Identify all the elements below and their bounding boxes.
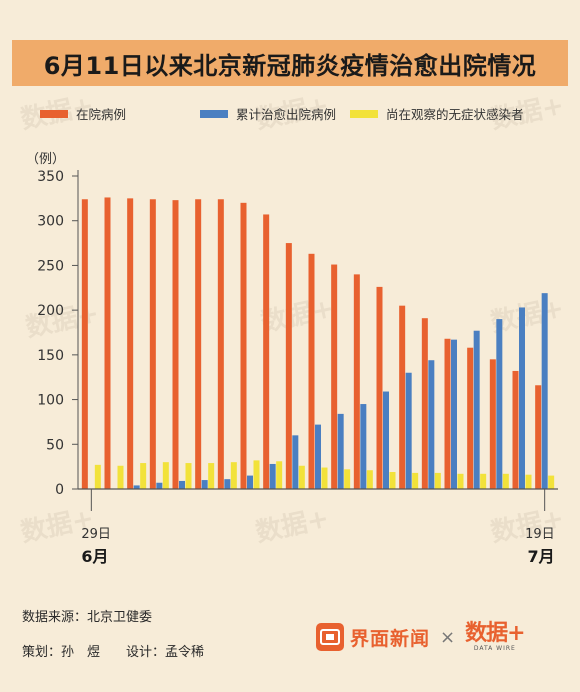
legend-label: 在院病例: [76, 107, 127, 122]
bar-recovered-7-11: [360, 404, 367, 489]
bar-asymptomatic-7-6: [253, 460, 260, 489]
bar-asymptomatic-7-1: [140, 463, 147, 489]
bar-hospitalized-7-2: [149, 199, 156, 489]
bar-recovered-7-15: [451, 339, 457, 489]
bar-asymptomatic-7-14: [434, 472, 441, 489]
brand-name: 界面新闻: [350, 627, 431, 650]
bar-asymptomatic-6-29: [94, 464, 101, 489]
bar-hospitalized-7-3: [172, 200, 179, 489]
bar-asymptomatic-7-8: [298, 465, 305, 489]
legend-item-hospitalized: 在院病例: [40, 104, 126, 123]
title-banner: 6月11日以来北京新冠肺炎疫情治愈出院情况: [12, 40, 568, 86]
bar-recovered-7-2: [156, 482, 163, 489]
y-axis: 0 50 100 150 200 250 300 350: [37, 169, 79, 498]
bar-hospitalized-7-17: [489, 359, 496, 489]
bar-hospitalized-6-30: [104, 197, 111, 489]
bar-recovered-7-16: [473, 330, 480, 489]
bar-asymptomatic-7-4: [208, 463, 215, 489]
bar-chart: 0 50 100 150 200 250 300 350 （例） 29日 6月 19日 7月: [26, 152, 558, 566]
bar-recovered-7-8: [292, 435, 299, 489]
x-label-start-day: 29日: [81, 527, 111, 542]
bar-hospitalized-7-1: [127, 198, 134, 489]
legend-swatch-recovered: [200, 109, 228, 118]
chart-title: 6月11日以来北京新冠肺炎疫情治愈出院情况: [43, 51, 537, 80]
data-wire-sub: DATA WIRE: [473, 645, 516, 652]
bar-asymptomatic-7-12: [389, 472, 396, 489]
bar-asymptomatic-7-9: [321, 467, 328, 489]
bar-hospitalized-7-9: [308, 253, 315, 489]
bar-hospitalized-7-4: [195, 199, 202, 489]
legend-swatch-hospitalized: [40, 109, 68, 118]
bar-asymptomatic-7-19: [548, 475, 555, 489]
y-tick-label: 350: [37, 169, 64, 185]
bar-recovered-7-13: [405, 372, 412, 489]
bar-hospitalized-7-12: [376, 286, 383, 489]
bar-recovered-7-7: [269, 463, 276, 489]
x-label-start-month: 6月: [81, 547, 108, 566]
bar-recovered-7-18: [519, 307, 525, 489]
y-tick-label: 100: [37, 393, 64, 409]
x-label-end-day: 19日: [525, 527, 555, 542]
bar-hospitalized-7-8: [285, 243, 292, 489]
data-source: 数据来源：北京卫健委: [22, 610, 153, 625]
y-tick-label: 200: [37, 303, 64, 319]
y-axis-label: （例）: [26, 152, 65, 167]
legend-swatch-asymptomatic: [350, 109, 378, 118]
chart-legend: 在院病例 累计治愈出院病例 尚在观察的无症状感染者: [40, 104, 580, 126]
bar-asymptomatic-7-17: [502, 473, 509, 489]
bar-asymptomatic-7-2: [162, 462, 169, 489]
bar-asymptomatic-7-15: [457, 473, 464, 489]
bar-recovered-7-19: [541, 293, 548, 489]
bar-asymptomatic-7-18: [525, 474, 532, 489]
bar-asymptomatic-7-10: [344, 469, 351, 489]
bar-recovered-7-3: [179, 480, 185, 489]
bar-recovered-7-17: [496, 319, 503, 489]
legend-label: 尚在观察的无症状感染者: [386, 107, 524, 122]
bar-hospitalized-7-5: [217, 199, 224, 489]
legend-item-asymptomatic: 尚在观察的无症状感染者: [350, 104, 524, 123]
bar-asymptomatic-7-3: [185, 463, 192, 489]
jiemian-logo-icon: [316, 623, 344, 651]
y-tick-label: 150: [37, 348, 64, 364]
bar-recovered-7-4: [201, 480, 208, 489]
legend-label: 累计治愈出院病例: [236, 107, 337, 122]
data-wire-name: 数据+: [465, 620, 525, 646]
brand-separator: ×: [440, 626, 456, 648]
bar-recovered-7-12: [383, 391, 389, 489]
bar-recovered-7-10: [337, 413, 344, 489]
data-wire-logo: 数据+ DATA WIRE: [465, 620, 525, 653]
bar-asymptomatic-7-13: [412, 472, 419, 489]
bar-hospitalized-7-11: [353, 274, 360, 489]
bar-recovered-7-14: [428, 360, 435, 489]
y-tick-label: 300: [37, 214, 64, 230]
y-tick-label: 50: [46, 437, 64, 453]
bar-hospitalized-6-29: [81, 199, 88, 489]
legend-item-recovered: 累计治愈出院病例: [200, 104, 336, 123]
x-label-end-month: 7月: [528, 547, 555, 566]
bar-hospitalized-7-18: [512, 370, 519, 489]
bars: [81, 197, 555, 490]
bar-asymptomatic-7-7: [276, 461, 283, 489]
bar-hospitalized-7-19: [535, 385, 542, 489]
bar-recovered-7-9: [315, 424, 321, 489]
bar-hospitalized-7-7: [263, 214, 270, 489]
bar-asymptomatic-7-16: [480, 473, 487, 489]
bar-hospitalized-7-15: [444, 338, 451, 489]
bar-asymptomatic-7-11: [366, 470, 373, 489]
bar-hospitalized-7-16: [467, 347, 474, 489]
y-tick-label: 0: [55, 482, 64, 498]
bar-hospitalized-7-6: [240, 202, 247, 490]
bar-asymptomatic-6-30: [117, 465, 124, 489]
bar-asymptomatic-7-5: [230, 462, 237, 489]
brand-area: 界面新闻 × 数据+ DATA WIRE: [316, 620, 526, 654]
bar-hospitalized-7-14: [421, 318, 428, 489]
bar-hospitalized-7-10: [331, 264, 338, 489]
bar-recovered-7-5: [224, 479, 231, 489]
bar-hospitalized-7-13: [399, 305, 406, 489]
y-tick-label: 250: [37, 258, 64, 274]
credits: 策划：孙 煜 设计：孟令稀: [22, 645, 205, 660]
bar-recovered-7-6: [247, 475, 253, 489]
bar-recovered-7-1: [133, 485, 140, 489]
